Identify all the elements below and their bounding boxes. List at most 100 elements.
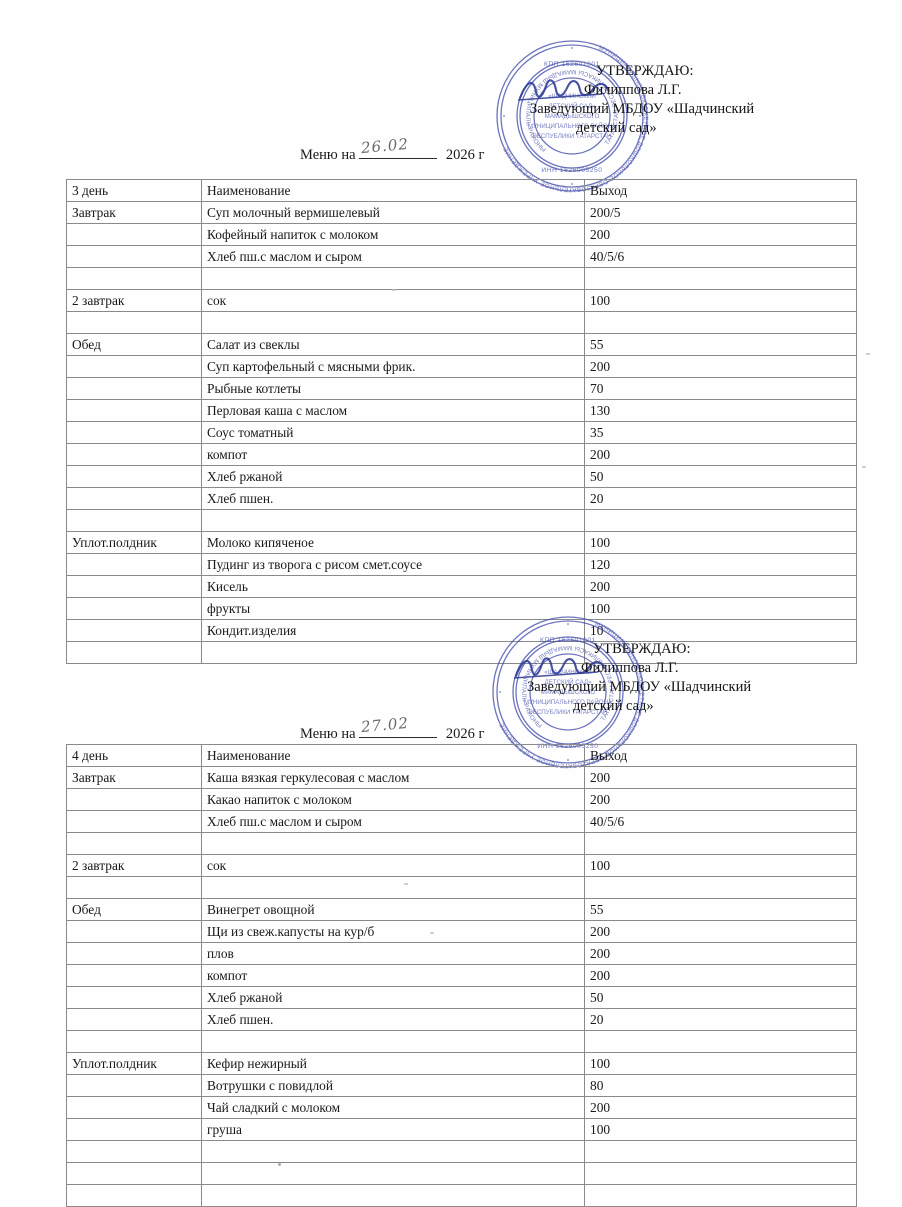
cell-dish: Хлеб ржаной: [201, 465, 585, 488]
table-row: Рыбные котлеты 70: [66, 377, 857, 400]
cell-meal: [66, 920, 202, 943]
cell-meal: [66, 619, 202, 642]
cell-meal: [66, 964, 202, 987]
signature-scribble: [512, 652, 608, 682]
table-row: Кофейный напиток с молоком 200: [66, 223, 857, 246]
table-row: Суп картофельный с мясными фрик. 200: [66, 355, 857, 378]
cell-dish: [201, 509, 585, 532]
cell-yield: 100: [584, 854, 857, 877]
cell-dish: Суп молочный вермишелевый: [201, 201, 585, 224]
approval-block-1: УТВЕРЖДАЮ: Филиппова Л.Г. Заведующий МБД…: [530, 62, 754, 138]
cell-dish: плов: [201, 942, 585, 965]
header-yield: Выход: [584, 744, 857, 767]
cell-meal: [66, 267, 202, 290]
cell-yield: 200: [584, 1096, 857, 1119]
table-row: плов 200: [66, 942, 857, 965]
table-header-row: 4 день Наименование Выход: [66, 744, 857, 767]
cell-dish: [201, 832, 585, 855]
cell-meal: Завтрак: [66, 201, 202, 224]
table-row: Обед Винегрет овощной 55: [66, 898, 857, 921]
header-name: Наименование: [201, 744, 585, 767]
table-row: 2 завтрак сок 100: [66, 289, 857, 312]
cell-yield: 200: [584, 920, 857, 943]
approver-name: Филиппова Л.Г.: [581, 660, 679, 676]
table-row: Хлеб ржаной 50: [66, 986, 857, 1009]
cell-meal: [66, 1118, 202, 1141]
table-row: Хлеб пшен. 20: [66, 1008, 857, 1031]
cell-meal: [66, 832, 202, 855]
cell-meal: [66, 311, 202, 334]
cell-yield: 200: [584, 355, 857, 378]
cell-meal: [66, 377, 202, 400]
table-row: Соус томатный 35: [66, 421, 857, 444]
cell-yield: 120: [584, 553, 857, 576]
cell-yield: 200: [584, 942, 857, 965]
table-row: компот 200: [66, 964, 857, 987]
table-row-spacer: [66, 1184, 857, 1207]
cell-meal: [66, 223, 202, 246]
table-row: Хлеб пшен. 20: [66, 487, 857, 510]
table-row: Уплот.полдник Молоко кипяченое 100: [66, 531, 857, 554]
scan-speck: [862, 466, 866, 468]
table-row: Чай сладкий с молоком 200: [66, 1096, 857, 1119]
cell-dish: [201, 1140, 585, 1163]
header-yield: Выход: [584, 179, 857, 202]
table-row: фрукты 100: [66, 597, 857, 620]
cell-meal: [66, 1074, 202, 1097]
cell-yield: 200: [584, 766, 857, 789]
cell-dish: Суп картофельный с мясными фрик.: [201, 355, 585, 378]
cell-meal: Уплот.полдник: [66, 1052, 202, 1075]
cell-dish: [201, 311, 585, 334]
cell-yield: 35: [584, 421, 857, 444]
cell-meal: [66, 1140, 202, 1163]
cell-meal: [66, 443, 202, 466]
cell-dish: Хлеб пшен.: [201, 487, 585, 510]
menu-table-day4-body: 4 день Наименование Выход Завтрак Каша в…: [66, 744, 857, 1207]
cell-meal: [66, 1008, 202, 1031]
table-row: 2 завтрак сок 100: [66, 854, 857, 877]
cell-dish: [201, 1030, 585, 1053]
cell-dish: [201, 267, 585, 290]
cell-dish: Чай сладкий с молоком: [201, 1096, 585, 1119]
cell-dish: Соус томатный: [201, 421, 585, 444]
menu-date-line-2: Меню на 27.02 2026 г: [300, 714, 484, 743]
cell-yield: 200: [584, 223, 857, 246]
approver-title-line2: детский сад»: [573, 698, 654, 714]
cell-yield: [584, 509, 857, 532]
cell-yield: [584, 1140, 857, 1163]
cell-dish: [201, 1184, 585, 1207]
cell-yield: 100: [584, 289, 857, 312]
table-row: Перловая каша с маслом 130: [66, 399, 857, 422]
menu-table-day4: 4 день Наименование Выход Завтрак Каша в…: [66, 744, 857, 1207]
svg-text:ИНН 1626005250: ИНН 1626005250: [541, 167, 602, 174]
cell-meal: [66, 1162, 202, 1185]
cell-yield: [584, 1030, 857, 1053]
cell-meal: Обед: [66, 333, 202, 356]
cell-yield: 200: [584, 575, 857, 598]
cell-meal: Уплот.полдник: [66, 531, 202, 554]
cell-meal: [66, 465, 202, 488]
cell-meal: [66, 245, 202, 268]
approver-title-line1: Заведующий МБДОУ «Шадчинский: [530, 101, 755, 117]
scan-speck: [430, 932, 434, 934]
cell-meal: [66, 986, 202, 1009]
scan-speck: [278, 1163, 281, 1166]
header-name: Наименование: [201, 179, 585, 202]
cell-dish: [201, 876, 585, 899]
cell-dish: сок: [201, 289, 585, 312]
handwritten-date: 27.02: [360, 713, 410, 737]
cell-meal: [66, 1096, 202, 1119]
cell-dish: Молоко кипяченое: [201, 531, 585, 554]
cell-meal: [66, 597, 202, 620]
cell-dish: Каша вязкая геркулесовая с маслом: [201, 766, 585, 789]
cell-yield: 55: [584, 333, 857, 356]
menu-date-blank[interactable]: 26.02: [359, 135, 438, 159]
cell-dish: Хлеб пшен.: [201, 1008, 585, 1031]
menu-date-blank[interactable]: 27.02: [359, 714, 438, 738]
cell-dish: груша: [201, 1118, 585, 1141]
cell-yield: 10: [584, 619, 857, 642]
approval-label: УТВЕРЖДАЮ:: [593, 641, 691, 657]
table-row: Уплот.полдник Кефир нежирный 100: [66, 1052, 857, 1075]
handwritten-date: 26.02: [360, 134, 410, 158]
cell-yield: 100: [584, 597, 857, 620]
